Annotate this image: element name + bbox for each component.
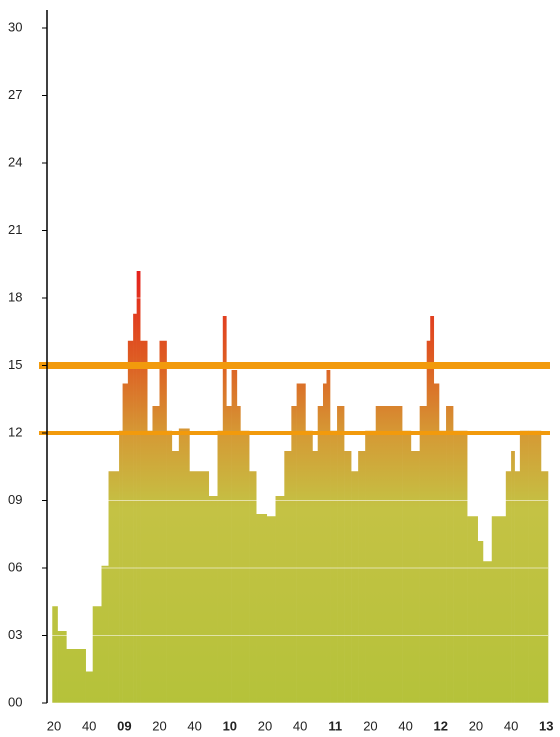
step-bar — [337, 406, 344, 703]
y-tick-label: 18 — [8, 289, 22, 304]
step-bar — [318, 406, 324, 703]
step-bar — [179, 429, 190, 704]
step-bar — [218, 431, 224, 703]
step-bar — [276, 496, 285, 703]
step-bar — [66, 649, 86, 703]
x-tick-label: 40 — [82, 718, 96, 733]
step-bar — [506, 471, 512, 703]
step-bar — [439, 431, 446, 703]
step-bar — [478, 541, 484, 703]
x-tick-label: 10 — [223, 718, 237, 733]
step-bar — [167, 431, 173, 703]
chart: 00 03 06 09 12 15 18 21 24 27 30 20 40 09 20 40 10 20 40 11… — [0, 0, 560, 737]
y-tick-label: 24 — [8, 154, 22, 169]
y-tick-label: 15 — [8, 357, 22, 372]
y-tick-label: 03 — [8, 627, 22, 642]
x-tick-label: 12 — [434, 718, 448, 733]
step-bar — [267, 516, 276, 703]
step-bar — [172, 451, 179, 703]
y-tick-label: 21 — [8, 222, 22, 237]
step-bar — [376, 406, 403, 703]
step-bar — [291, 406, 297, 703]
x-tick-label: 20 — [363, 718, 377, 733]
step-bar — [402, 431, 411, 703]
step-bar — [453, 431, 467, 703]
step-bar — [427, 341, 431, 703]
step-bar — [420, 406, 427, 703]
y-tick-label: 27 — [8, 87, 22, 102]
step-bar — [249, 471, 256, 703]
step-bar — [133, 314, 137, 703]
x-tick-label: 40 — [504, 718, 518, 733]
x-tick-label: 20 — [469, 718, 483, 733]
step-bar — [358, 451, 365, 703]
step-bar — [520, 431, 529, 703]
x-tick-label: 40 — [187, 718, 201, 733]
step-bar — [223, 316, 227, 703]
step-bar — [529, 431, 542, 703]
y-tick-label: 00 — [8, 694, 22, 709]
y-tick-label: 12 — [8, 424, 22, 439]
step-bar — [515, 471, 521, 703]
step-bar — [119, 431, 123, 703]
step-bar — [109, 471, 120, 703]
y-tick-label: 06 — [8, 559, 22, 574]
step-bar — [93, 606, 102, 703]
x-tick-label: 40 — [293, 718, 307, 733]
x-tick-label: 11 — [328, 718, 342, 733]
step-bar — [256, 514, 267, 703]
step-bar — [240, 431, 249, 703]
step-bar — [226, 406, 232, 703]
x-tick-label: 20 — [47, 718, 61, 733]
step-bar — [541, 471, 548, 703]
step-bar — [330, 431, 337, 703]
step-bar — [237, 406, 241, 703]
x-tick-label: 20 — [152, 718, 166, 733]
step-bar — [101, 566, 108, 703]
step-bar — [128, 341, 134, 703]
step-bar — [137, 271, 141, 703]
step-bar — [209, 496, 218, 703]
step-bar — [232, 370, 238, 703]
step-bar — [351, 471, 358, 703]
step-bar — [483, 561, 492, 703]
y-tick-label: 09 — [8, 492, 22, 507]
step-bar — [160, 341, 167, 703]
step-bar — [140, 341, 147, 703]
step-bar — [492, 516, 506, 703]
y-tick-label: 30 — [8, 19, 22, 34]
step-bar — [52, 606, 58, 703]
step-bar — [147, 431, 153, 703]
step-bar — [411, 451, 420, 703]
x-tick-label: 09 — [117, 718, 131, 733]
step-bar — [312, 451, 318, 703]
step-bar — [86, 672, 93, 704]
step-bar — [511, 451, 515, 703]
step-bar — [284, 451, 291, 703]
step-bar — [446, 406, 453, 703]
step-bar — [365, 431, 376, 703]
step-bar — [152, 406, 159, 703]
step-bar — [305, 431, 312, 703]
step-bar — [327, 370, 331, 703]
x-tick-label: 20 — [258, 718, 272, 733]
x-tick-label: 13 — [539, 718, 553, 733]
step-bar — [430, 316, 434, 703]
x-tick-label: 40 — [398, 718, 412, 733]
step-bar — [467, 516, 478, 703]
step-bar — [189, 471, 209, 703]
step-bar — [344, 451, 351, 703]
step-bar — [58, 631, 67, 703]
